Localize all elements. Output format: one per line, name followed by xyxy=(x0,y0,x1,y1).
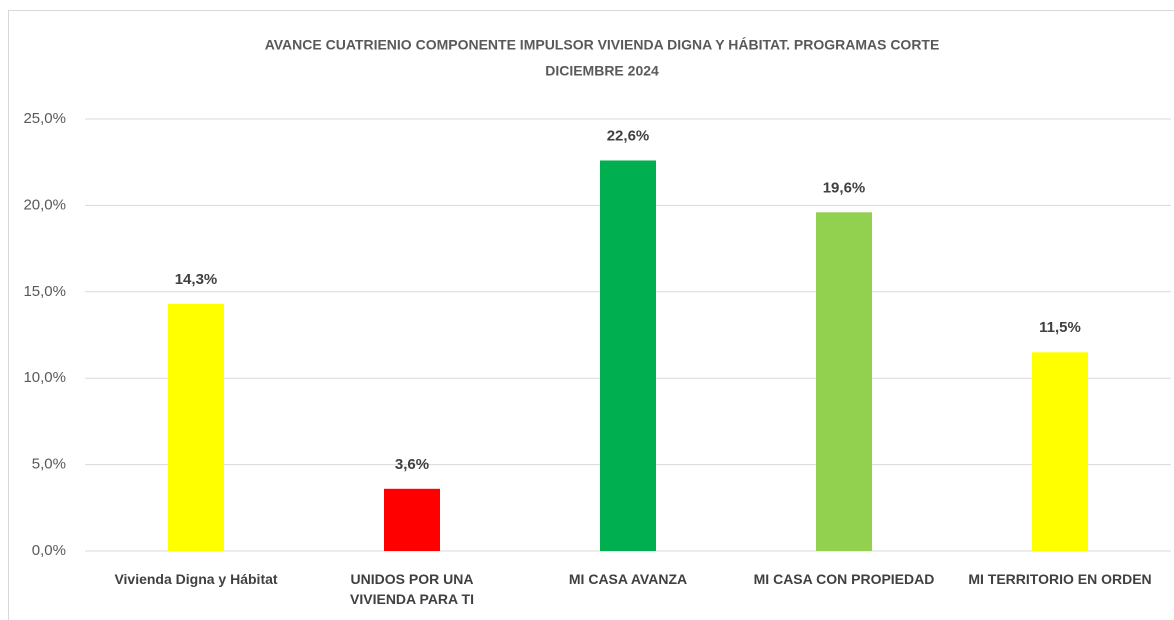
y-tick-label: 20,0% xyxy=(23,196,66,213)
data-label: 22,6% xyxy=(607,127,650,144)
bar xyxy=(1032,352,1088,551)
bar xyxy=(600,160,656,552)
x-tick-label: UNIDOS POR UNA VIVIENDA PARA TI xyxy=(350,571,474,607)
data-label: 19,6% xyxy=(823,179,866,196)
bar xyxy=(168,303,224,551)
data-label: 11,5% xyxy=(1039,319,1081,336)
x-tick-label: MI CASA AVANZA xyxy=(568,571,688,587)
y-tick-label: 25,0% xyxy=(23,110,66,127)
y-tick-label: 10,0% xyxy=(23,369,66,386)
bar xyxy=(384,488,440,551)
x-tick-label: Vivienda Digna y Hábitat xyxy=(114,571,278,587)
x-tick-label: MI TERRITORIO EN ORDEN xyxy=(968,571,1152,587)
bar xyxy=(816,212,872,551)
y-tick-label: 0,0% xyxy=(32,542,66,559)
y-tick-label: 15,0% xyxy=(23,283,66,300)
x-tick-label: MI CASA CON PROPIEDAD xyxy=(753,571,935,587)
y-tick-label: 5,0% xyxy=(32,456,66,473)
chart-title: DICIEMBRE 2024 xyxy=(545,63,659,79)
data-label: 3,6% xyxy=(395,456,429,473)
data-label: 14,3% xyxy=(175,271,218,288)
chart-title: AVANCE CUATRIENIO COMPONENTE IMPULSOR VI… xyxy=(265,37,940,53)
